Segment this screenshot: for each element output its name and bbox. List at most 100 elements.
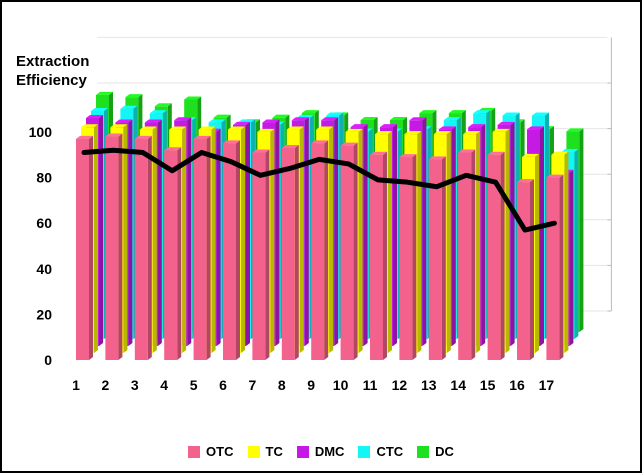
bar-side-tc-14 [476,131,481,353]
bar-side-tc-7 [270,128,275,353]
bar-side-tc-9 [329,126,334,353]
bar-side-dmc-4 [187,117,192,346]
bar-side-dmc-14 [481,124,486,347]
bar-top-dc-8 [301,110,319,114]
bar-top-dmc-8 [291,117,309,121]
bar-top-dmc-15 [497,121,515,125]
bar-top-dmc-3 [144,119,162,123]
bar-top-otc-6 [223,140,240,144]
y-axis-ticks: 0 20 40 60 80 100 [29,124,53,368]
bar-top-dc-7 [272,114,290,118]
bar-side-otc-17 [559,174,564,360]
bar-top-dc-3 [154,103,172,107]
bar-top-dc-17 [566,128,584,132]
bar-side-tc-8 [299,126,304,353]
bar-top-dmc-11 [380,124,397,128]
bar-side-tc-10 [358,128,363,353]
bar-top-otc-7 [252,149,270,153]
bar-side-dmc-13 [451,126,456,347]
bar-top-otc-15 [487,151,505,155]
legend-item-tc: TC [247,444,283,459]
bar-top-tc-12 [404,131,422,135]
bar-top-dc-10 [360,116,378,120]
bar-top-dmc-4 [174,117,192,121]
bar-side-dmc-11 [393,124,397,347]
bar-side-otc-8 [294,144,299,360]
bar-top-otc-17 [546,174,564,178]
x-tick-label: 15 [480,377,496,393]
bar-side-tc-17 [564,151,569,353]
legend-label: OTC [206,444,234,459]
bar-side-dmc-5 [216,128,221,346]
bar-otc-5 [193,138,207,360]
bar-side-tc-12 [417,131,422,353]
bar-top-dmc-12 [409,117,427,121]
bar-side-dmc-12 [422,117,427,346]
legend-swatch [296,445,309,458]
bar-top-otc-9 [311,140,329,144]
bar-otc-9 [311,143,325,360]
bar-otc-12 [399,157,413,360]
bar-side-tc-1 [94,124,98,353]
bar-top-tc-9 [316,126,334,130]
bar-top-ctc-16 [532,112,549,116]
bar-otc-13 [428,159,442,360]
bar-side-tc-16 [535,153,539,353]
bar-top-ctc-1 [91,108,108,111]
bar-top-tc-17 [551,151,569,155]
bar-top-tc-16 [522,153,539,157]
legend-swatch [417,445,430,458]
bar-top-otc-2 [105,133,123,137]
bar-top-dmc-10 [350,124,368,128]
bar-top-ctc-13 [443,117,461,121]
bar-side-dmc-7 [275,119,280,346]
bar-side-tc-2 [123,124,128,353]
legend-label: CTC [376,444,404,459]
x-tick-label: 17 [539,377,555,393]
x-tick-label: 3 [131,377,139,393]
bar-otc-3 [134,138,148,360]
bar-side-tc-3 [152,126,157,353]
bar-otc-8 [281,147,295,360]
bar-top-ctc-8 [296,114,314,118]
bar-side-otc-13 [441,156,446,360]
x-tick-label: 2 [102,377,110,393]
legend-swatch [247,445,260,458]
x-tick-label: 12 [392,377,408,393]
trend-line-group [81,147,557,233]
bar-side-otc-1 [89,135,93,360]
bar-top-dmc-16 [527,126,544,130]
bar-otc-2 [105,136,119,360]
bar-top-dc-14 [478,107,496,111]
x-tick-label: 4 [160,377,168,393]
x-tick-label: 1 [72,377,80,393]
bar-side-dmc-2 [128,119,133,346]
bar-side-otc-9 [324,140,329,360]
y-tick-label: 20 [36,306,52,322]
bar-side-ctc-17 [574,149,579,339]
legend-item-otc: OTC [188,444,234,459]
x-tick-label: 16 [509,377,525,393]
bar-top-otc-5 [193,135,211,139]
y-axis-label-line-2: Efficiency [16,72,88,89]
bar-side-tc-13 [446,131,451,353]
x-axis-ticks: 1 2 3 4 5 6 7 8 9 10 11 12 13 14 15 16 17 [72,377,554,393]
legend-item-ctc: CTC [358,444,403,459]
bar-side-tc-15 [505,128,510,353]
bar-otc-11 [370,154,383,360]
bar-top-otc-16 [517,179,534,183]
bar-top-tc-15 [492,128,510,132]
bar-side-otc-7 [265,149,270,360]
x-tick-label: 6 [219,377,227,393]
bar-top-otc-10 [340,142,358,146]
bar-top-tc-13 [433,131,451,135]
bar-top-dmc-1 [86,115,103,118]
bar-top-otc-12 [399,154,417,158]
bar-top-otc-13 [428,156,446,160]
bar-otc-17 [546,177,560,360]
bar-side-dc-17 [579,128,584,332]
bar-otc-6 [223,143,236,360]
bar-side-tc-11 [388,131,392,353]
bar-side-otc-6 [236,140,240,360]
